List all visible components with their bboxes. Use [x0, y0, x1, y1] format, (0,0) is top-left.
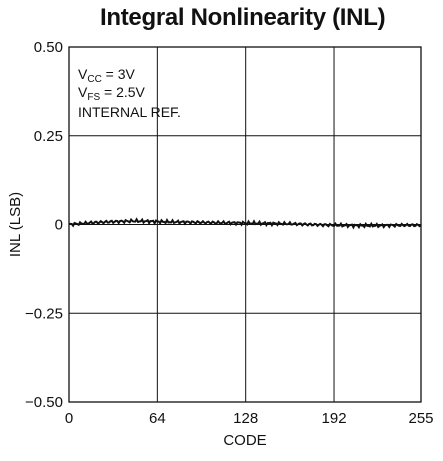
inl-series-line: [69, 217, 422, 230]
annotation-reference: INTERNAL REF.: [78, 104, 181, 120]
x-axis-label: CODE: [223, 432, 266, 449]
y-tick-label: 0.25: [34, 128, 63, 145]
y-tick-label: 0.50: [34, 39, 63, 56]
chart-title: Integral Nonlinearity (INL): [100, 4, 386, 31]
x-tick-label: 0: [65, 410, 73, 427]
x-tick-label: 128: [233, 410, 258, 427]
x-tick-label: 64: [149, 410, 166, 427]
y-axis-label: INL (LSB): [7, 192, 24, 257]
annotation-vfs: VFS = 2.5V: [78, 84, 145, 103]
x-tick-label: 192: [322, 410, 347, 427]
y-tick-label: 0: [55, 217, 63, 234]
x-tick-label: 255: [408, 410, 433, 427]
y-tick-label: −0.50: [25, 394, 63, 411]
annotation-vcc: VCC = 3V: [78, 66, 135, 85]
y-tick-label: −0.25: [25, 305, 63, 322]
